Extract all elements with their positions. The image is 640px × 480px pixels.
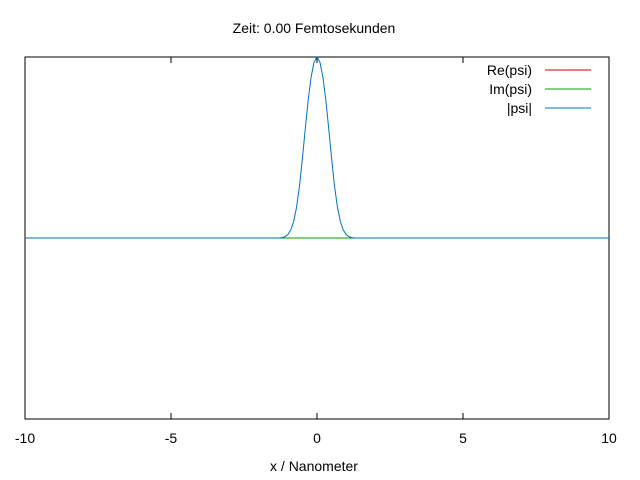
legend: Re(psi) Im(psi) |psi| xyxy=(487,62,591,116)
chart-title: Zeit: 0.00 Femtosekunden xyxy=(233,20,396,36)
legend-label-2: |psi| xyxy=(507,100,532,116)
x-ticks: -10 -5 0 5 10 xyxy=(15,57,617,446)
x-tick-label: 10 xyxy=(601,430,617,446)
x-axis-label: x / Nanometer xyxy=(270,458,358,474)
x-tick-label: 5 xyxy=(459,430,467,446)
x-tick-label: -5 xyxy=(165,430,178,446)
legend-label-0: Re(psi) xyxy=(487,62,532,78)
x-tick-label: 0 xyxy=(313,430,321,446)
x-tick-label: -10 xyxy=(15,430,35,446)
series-lines xyxy=(25,56,609,239)
series-line-2 xyxy=(25,56,609,239)
legend-label-1: Im(psi) xyxy=(489,81,532,97)
